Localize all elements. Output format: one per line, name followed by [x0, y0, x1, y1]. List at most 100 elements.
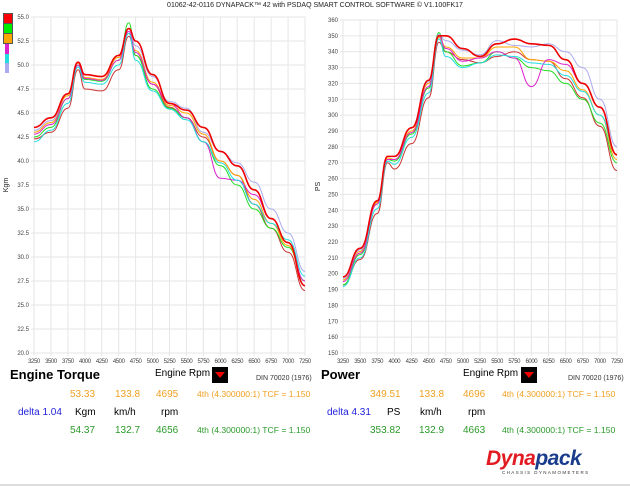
- x-tick-label: 6000: [526, 359, 539, 365]
- x-tick-label: 6000: [214, 359, 227, 365]
- x-tick-label: 7000: [594, 359, 607, 365]
- torque-delta: delta 1.04: [18, 407, 62, 418]
- y-tick-label: 220: [328, 240, 339, 246]
- series-line-run-darkred: [342, 41, 618, 286]
- y-axis-label: PS: [315, 182, 322, 192]
- y-tick-label: 310: [328, 97, 339, 103]
- y-tick-label: 30.0: [17, 255, 29, 261]
- x-tick-label: 3750: [62, 359, 75, 365]
- torque-title: Engine Torque: [10, 367, 101, 382]
- x-tick-label: 5000: [457, 359, 470, 365]
- series-line-run-cyan: [342, 38, 618, 287]
- power-unit: PS: [387, 407, 401, 418]
- x-tick-label: 4000: [389, 359, 402, 365]
- x-tick-label: 6750: [265, 359, 278, 365]
- y-axis-label: Kgm: [3, 178, 10, 193]
- x-tick-label: 4250: [96, 359, 109, 365]
- power-x-dropdown-button[interactable]: [521, 367, 537, 383]
- x-tick-label: 4750: [440, 359, 453, 365]
- logo-word2: pack: [535, 447, 582, 470]
- x-tick-label: 7250: [299, 359, 312, 365]
- y-tick-label: 22.5: [17, 327, 29, 333]
- y-tick-label: 37.5: [17, 183, 29, 189]
- x-tick-label: 5250: [474, 359, 487, 365]
- y-tick-label: 350: [328, 34, 339, 40]
- y-tick-label: 330: [328, 66, 339, 72]
- y-tick-label: 210: [328, 256, 339, 262]
- y-tick-label: 340: [328, 50, 339, 56]
- y-tick-label: 25.0: [17, 303, 29, 309]
- series-line-run-red: [342, 35, 618, 278]
- charts-area: 3250 3500 3750 4000 4250 4500 4750 5000 5250 5500…: [3, 15, 624, 365]
- y-tick-label: 290: [328, 129, 339, 135]
- x-tick-label: 5250: [164, 359, 177, 365]
- power-row1-speed: 133.8: [419, 389, 445, 400]
- x-tick-label: 7250: [611, 359, 624, 365]
- torque-x-selector-label: Engine Rpm: [155, 368, 211, 379]
- y-tick-label: 150: [328, 351, 339, 357]
- x-tick-label: 4000: [79, 359, 92, 365]
- legend-swatch-orange[interactable]: [3, 33, 13, 44]
- torque-row1-rpm: 4695: [156, 389, 179, 400]
- y-tick-label: 230: [328, 224, 339, 230]
- power-row2-rpm: 4663: [463, 425, 486, 436]
- dropdown-arrow-icon: [215, 372, 225, 378]
- torque-row2-gear: 4th (4.300000:1) TCF = 1.150: [197, 425, 311, 435]
- y-tick-label: 190: [328, 288, 339, 294]
- dynapack-logo: Dynapack CHASSIS DYNAMOMETERS: [486, 448, 616, 480]
- x-tick-label: 4250: [406, 359, 419, 365]
- legend-swatch-lavender[interactable]: [5, 63, 9, 73]
- power-rpm-unit: rpm: [468, 407, 486, 418]
- y-tick-label: 45.0: [17, 111, 29, 117]
- x-tick-label: 3250: [337, 359, 350, 365]
- y-tick-label: 20.0: [17, 351, 29, 357]
- torque-row1-speed: 133.8: [115, 389, 141, 400]
- series-line-run-magenta: [342, 35, 618, 283]
- x-tick-label: 3750: [371, 359, 384, 365]
- torque-row2-speed: 132.7: [115, 425, 141, 436]
- logo-subtitle: CHASSIS DYNAMOMETERS: [502, 470, 590, 475]
- x-tick-label: 3500: [354, 359, 367, 365]
- bottom-border: [0, 484, 630, 486]
- x-tick-label: 4500: [423, 359, 436, 365]
- legend-swatch-cyan[interactable]: [5, 54, 9, 63]
- y-tick-label: 300: [328, 113, 339, 119]
- x-tick-label: 3250: [28, 359, 41, 365]
- x-tick-label: 5500: [491, 359, 504, 365]
- y-tick-label: 32.5: [17, 231, 29, 237]
- power-row1-rpm: 4696: [463, 389, 486, 400]
- x-tick-label: 6250: [543, 359, 556, 365]
- power-speed-unit: km/h: [420, 407, 442, 418]
- power-row2-gear: 4th (4.300000:1) TCF = 1.150: [502, 425, 616, 435]
- torque-row2-rpm: 4656: [156, 425, 179, 436]
- x-tick-label: 6500: [560, 359, 573, 365]
- legend-swatch-magenta[interactable]: [5, 44, 9, 54]
- y-tick-label: 35.0: [17, 207, 29, 213]
- y-tick-label: 160: [328, 335, 339, 341]
- power-row1-gear: 4th (4.300000:1) TCF = 1.150: [502, 389, 616, 399]
- power-delta: delta 4.31: [327, 407, 371, 418]
- y-tick-label: 270: [328, 161, 339, 167]
- y-tick-label: 250: [328, 192, 339, 198]
- x-tick-label: 6750: [577, 359, 590, 365]
- torque-unit: Kgm: [75, 407, 96, 418]
- y-tick-label: 50.0: [17, 63, 29, 69]
- x-tick-label: 6250: [231, 359, 244, 365]
- y-tick-label: 280: [328, 145, 339, 151]
- y-tick-label: 40.0: [17, 159, 29, 165]
- torque-x-dropdown-button[interactable]: [212, 367, 228, 383]
- power-row2-speed: 132.9: [419, 425, 445, 436]
- logo-word1: Dyna: [486, 447, 536, 470]
- x-tick-label: 7000: [282, 359, 295, 365]
- series-line-run-orange: [342, 36, 618, 281]
- series-line-run-magenta: [33, 30, 306, 282]
- y-tick-label: 42.5: [17, 135, 29, 141]
- x-tick-label: 5000: [147, 359, 160, 365]
- x-tick-label: 5500: [181, 359, 194, 365]
- y-tick-label: 52.5: [17, 39, 29, 45]
- torque-row2-value: 54.37: [70, 425, 96, 436]
- chart-title: 01062-42-0116 DYNAPACK™ 42 with PSDAQ SM…: [167, 2, 463, 9]
- x-tick-label: 4500: [113, 359, 126, 365]
- dropdown-arrow-icon: [524, 372, 534, 378]
- x-tick-label: 3500: [45, 359, 58, 365]
